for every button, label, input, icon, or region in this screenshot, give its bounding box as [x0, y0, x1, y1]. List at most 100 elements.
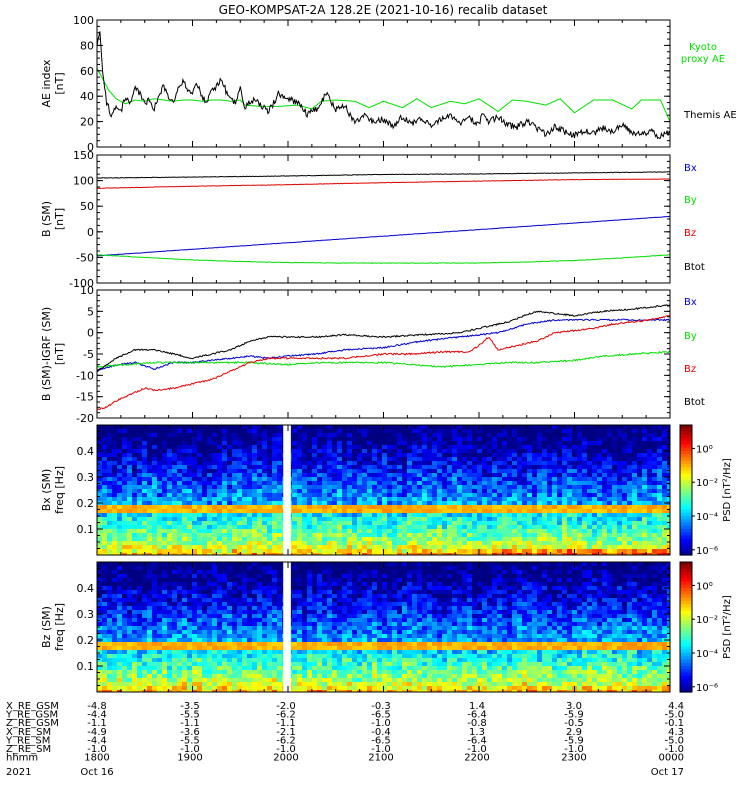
ephemeris-value: -6.4	[467, 710, 487, 721]
colorbar-spec-bx: 10⁰ 10⁻² 10⁻⁴ 10⁻⁶ PSD [nT²/Hz]	[679, 424, 733, 557]
spectrogram-spec-bx	[97, 425, 670, 555]
x-ticks	[96, 425, 671, 555]
y-tick-label: -100	[69, 277, 94, 290]
y-tick-label: 20	[80, 116, 94, 129]
ephemeris-value: -6.2	[276, 710, 296, 721]
y-tick-label: 0.2	[77, 634, 95, 647]
ephemeris-value: 4.3	[668, 727, 684, 738]
ephemeris-value: -5.9	[564, 710, 584, 721]
ephemeris-value: 2200	[464, 753, 489, 764]
ephemeris-row-label: X_RE_GSM	[6, 701, 59, 712]
ephemeris-value: -0.4	[371, 727, 391, 738]
ephemeris-value: -1.0	[180, 744, 200, 755]
ephemeris-value: 2100	[368, 753, 393, 764]
legend-entry: Themis AE	[683, 110, 737, 121]
ephemeris-value: -0.3	[371, 701, 391, 712]
y-tick-label: 0.3	[77, 608, 95, 621]
y-tick-label: 0.1	[77, 523, 95, 536]
legend-entry: proxy AE	[681, 54, 725, 65]
ephemeris-row-label: hhmm	[6, 753, 38, 764]
series-line-b-bz	[97, 178, 670, 189]
spectrogram-spec-bz	[97, 562, 670, 692]
ephemeris-value: -5.0	[664, 710, 684, 721]
y-tick-label: 80	[80, 39, 94, 52]
x-ticks	[96, 562, 671, 692]
legend-entry: Bx	[684, 297, 697, 308]
x-ticks	[96, 155, 671, 283]
y-ticks: 0.1 0.2 0.3 0.4	[77, 424, 670, 556]
plot-area-b	[97, 171, 670, 264]
ephemeris-value: -1.1	[180, 718, 200, 729]
data-gap-spec-bx	[283, 425, 291, 555]
ephemeris-value: -0.8	[467, 718, 487, 729]
y-tick-label: -20	[76, 412, 94, 425]
date-start-label: Oct 16	[80, 767, 113, 778]
y-ticks: -20 -15 -10 -5 0 5 10	[76, 284, 670, 425]
ephemeris-value: -1.0	[664, 744, 684, 755]
y-ticks: -100 -50 0 50 100 150	[69, 149, 670, 290]
ephemeris-value: -4.4	[87, 710, 107, 721]
legend-entry: Btot	[684, 262, 705, 273]
y-tick-label: 0.4	[77, 582, 95, 595]
series-line-ae-kyoto-proxy-ae	[97, 68, 670, 122]
date-end-label: Oct 17	[651, 767, 684, 778]
ephemeris-value: 1.3	[469, 727, 485, 738]
ephemeris-value: -6.5	[371, 710, 391, 721]
y-axis-label: [nT]	[53, 72, 66, 94]
colorbar-label: PSD [nT²/Hz]	[722, 595, 733, 659]
ephemeris-row-label: Y_RE_GSM	[5, 710, 58, 721]
y-axis-label: freq [Hz]	[53, 603, 66, 651]
ephemeris-value: -4.9	[87, 727, 107, 738]
series-line-b-bx	[97, 215, 670, 257]
ephemeris-row-label: Y_RE_SM	[5, 735, 50, 746]
y-tick-label: 100	[73, 14, 94, 27]
y-tick-label: -10	[76, 369, 94, 382]
ephemeris-value: -5.9	[564, 735, 584, 746]
colorbar-spec-bz: 10⁰ 10⁻² 10⁻⁴ 10⁻⁶ PSD [nT²/Hz]	[679, 561, 733, 694]
ephemeris-value: -2.0	[276, 701, 296, 712]
ephemeris-value: 2.9	[566, 727, 582, 738]
ephemeris-value: -1.0	[564, 744, 584, 755]
plot-area-ae	[97, 31, 670, 140]
colorbar-label: PSD [nT²/Hz]	[722, 458, 733, 522]
legend-entry: Bz	[684, 364, 696, 375]
ephemeris-value: -2.1	[276, 727, 296, 738]
series-line-db-btot	[97, 304, 670, 372]
ephemeris-value: -0.5	[564, 718, 584, 729]
ephemeris-row-label: Z_RE_GSM	[6, 718, 59, 729]
ephemeris-value: -3.5	[180, 701, 200, 712]
legend-entry: Bx	[684, 163, 697, 174]
series-line-db-bx	[97, 318, 670, 373]
panel-spec-bx: 10⁰ 10⁻² 10⁻⁴ 10⁻⁶ PSD [nT²/Hz] 0.1 0.2 0.3 0.4 B…	[40, 424, 733, 557]
colorbar-tick-label: 10⁻²	[696, 615, 718, 626]
ephemeris-value: -1.0	[371, 744, 391, 755]
colorbar-tick-label: 10⁻⁶	[696, 546, 718, 557]
legend-entry: Kyoto	[689, 42, 717, 53]
ephemeris-value: 4.4	[668, 701, 684, 712]
ephemeris-value: -5.0	[664, 735, 684, 746]
y-tick-label: -15	[76, 391, 94, 404]
colorbar-tick-label: 10⁻⁶	[696, 683, 718, 694]
y-tick-label: 0	[87, 141, 94, 154]
ephemeris-value: 2300	[561, 753, 586, 764]
colorbar-tick-label: 10⁻⁴	[696, 649, 718, 660]
y-tick-label: 150	[73, 149, 94, 162]
y-axis-label: Bz (SM)	[40, 606, 53, 648]
panel-spec-bz: 10⁰ 10⁻² 10⁻⁴ 10⁻⁶ PSD [nT²/Hz] 0.1 0.2 0.3 0.4 B…	[40, 561, 733, 694]
ephemeris-value: -1.0	[467, 744, 487, 755]
y-tick-label: 0	[87, 327, 94, 340]
y-tick-label: 100	[73, 175, 94, 188]
series-line-db-bz	[97, 315, 670, 411]
plot-area-db	[97, 304, 670, 411]
figure-title: GEO-KOMPSAT-2A 128.2E (2021-10-16) recal…	[219, 3, 548, 17]
y-axis-label: B (SM)	[40, 201, 53, 237]
legend-entry: By	[684, 331, 697, 342]
ephemeris-value: -3.6	[180, 727, 200, 738]
y-tick-label: -50	[76, 251, 94, 264]
y-axis-label: [nT]	[53, 343, 66, 365]
y-tick-label: 0	[87, 226, 94, 239]
axes-frame	[96, 19, 671, 148]
panel-b: Bx By Bz Btot -100 -50 0 50 100 150 B (SM) [nT]	[40, 149, 705, 290]
ephemeris-value: -6.4	[467, 735, 487, 746]
